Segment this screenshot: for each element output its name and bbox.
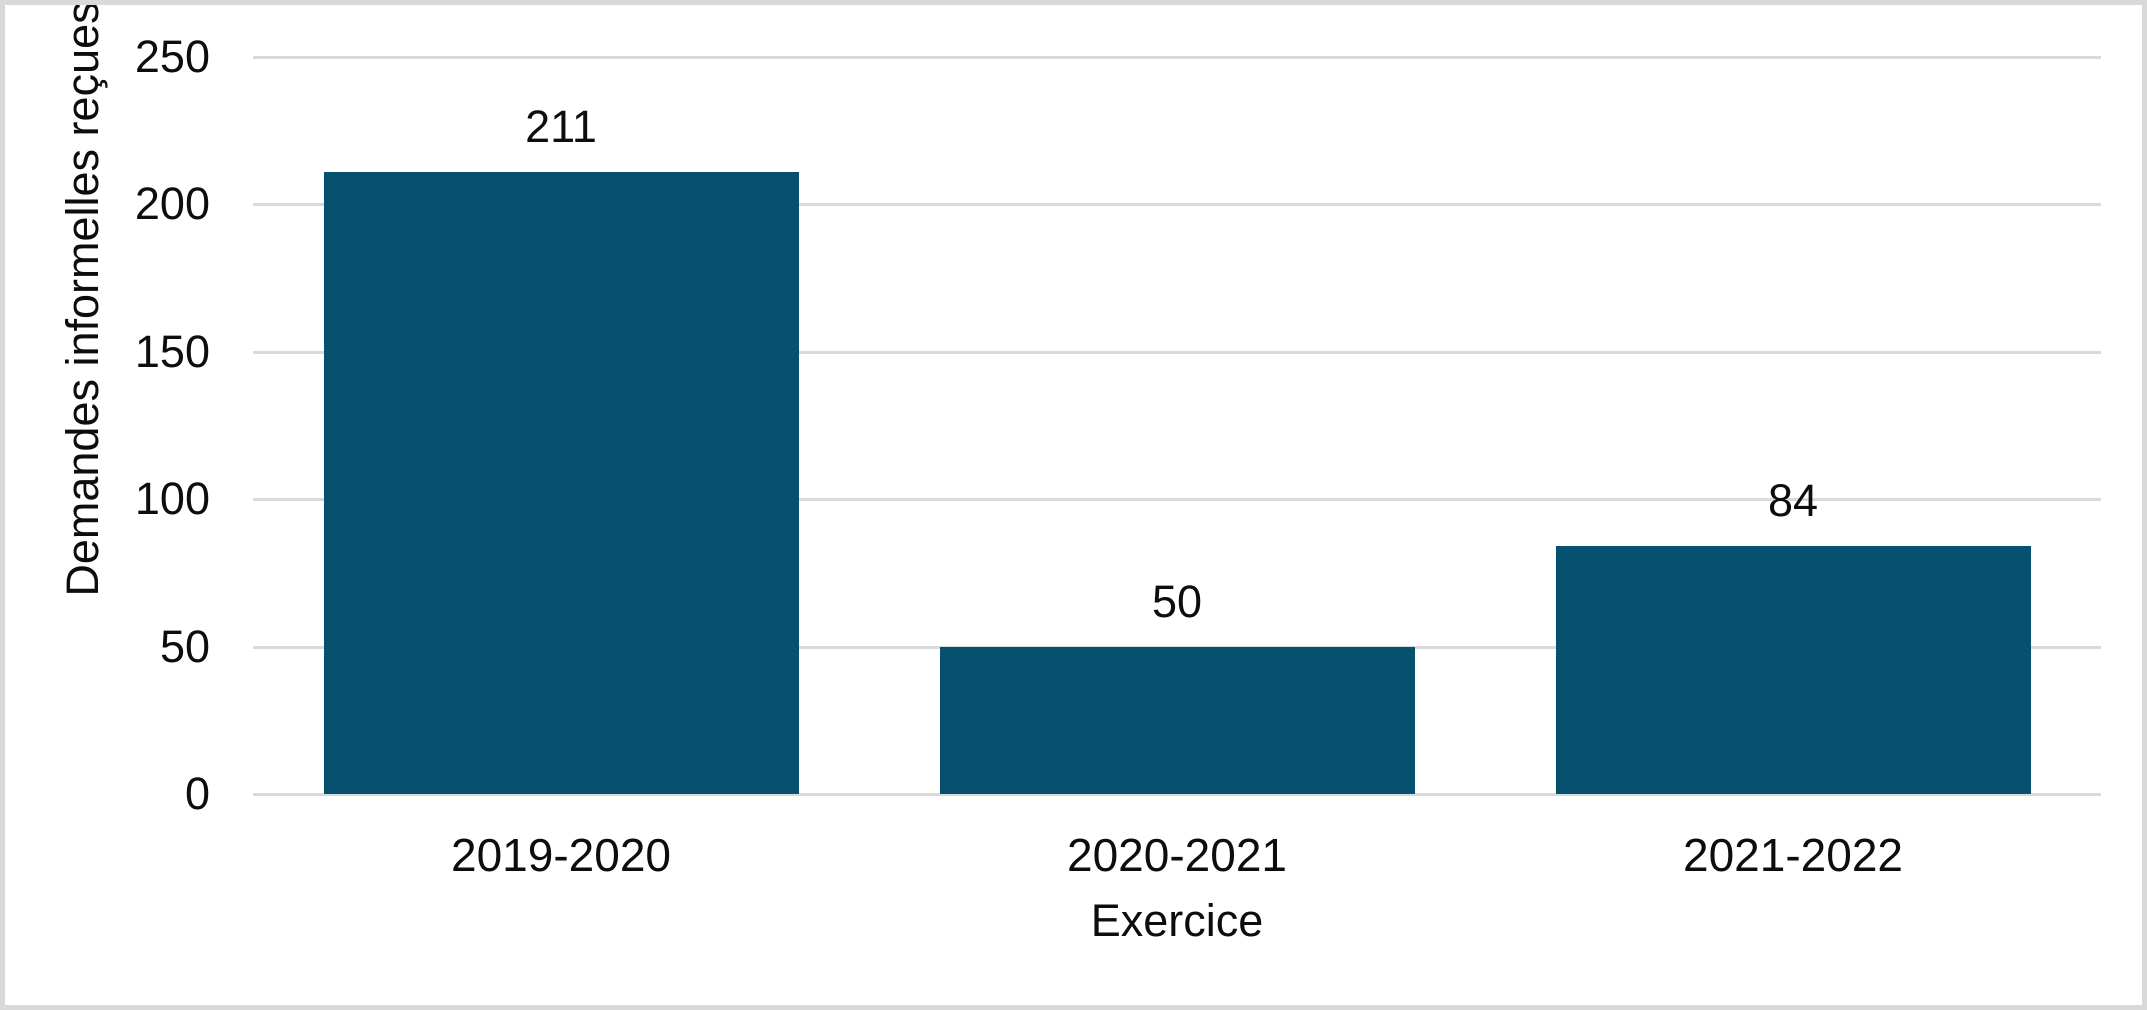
gridline xyxy=(253,56,2101,59)
gridline xyxy=(253,203,2101,207)
x-category-label: 2021-2022 xyxy=(1683,829,1903,881)
bar xyxy=(1555,546,2031,794)
bar xyxy=(939,646,1415,794)
y-tick-label: 50 xyxy=(159,620,210,672)
x-axis-title: Exercice xyxy=(1090,895,1264,946)
bar xyxy=(323,171,799,794)
bar-value-label: 211 xyxy=(525,100,597,152)
y-tick-label: 250 xyxy=(134,31,210,82)
gridline xyxy=(253,793,2101,796)
y-tick-label: 0 xyxy=(184,768,210,819)
x-category-label: 2019-2020 xyxy=(451,829,671,881)
bar-value-label: 50 xyxy=(1151,575,1203,627)
x-category-label: 2020-2021 xyxy=(1067,829,1287,881)
bar-value-label: 84 xyxy=(1767,475,1819,527)
plot-area: 211 50 84 xyxy=(253,56,2101,796)
gridline xyxy=(253,350,2101,354)
y-tick-label: 100 xyxy=(134,473,210,525)
y-tick-label: 200 xyxy=(134,178,210,230)
gridline xyxy=(253,498,2101,502)
y-tick-label: 150 xyxy=(134,325,210,377)
